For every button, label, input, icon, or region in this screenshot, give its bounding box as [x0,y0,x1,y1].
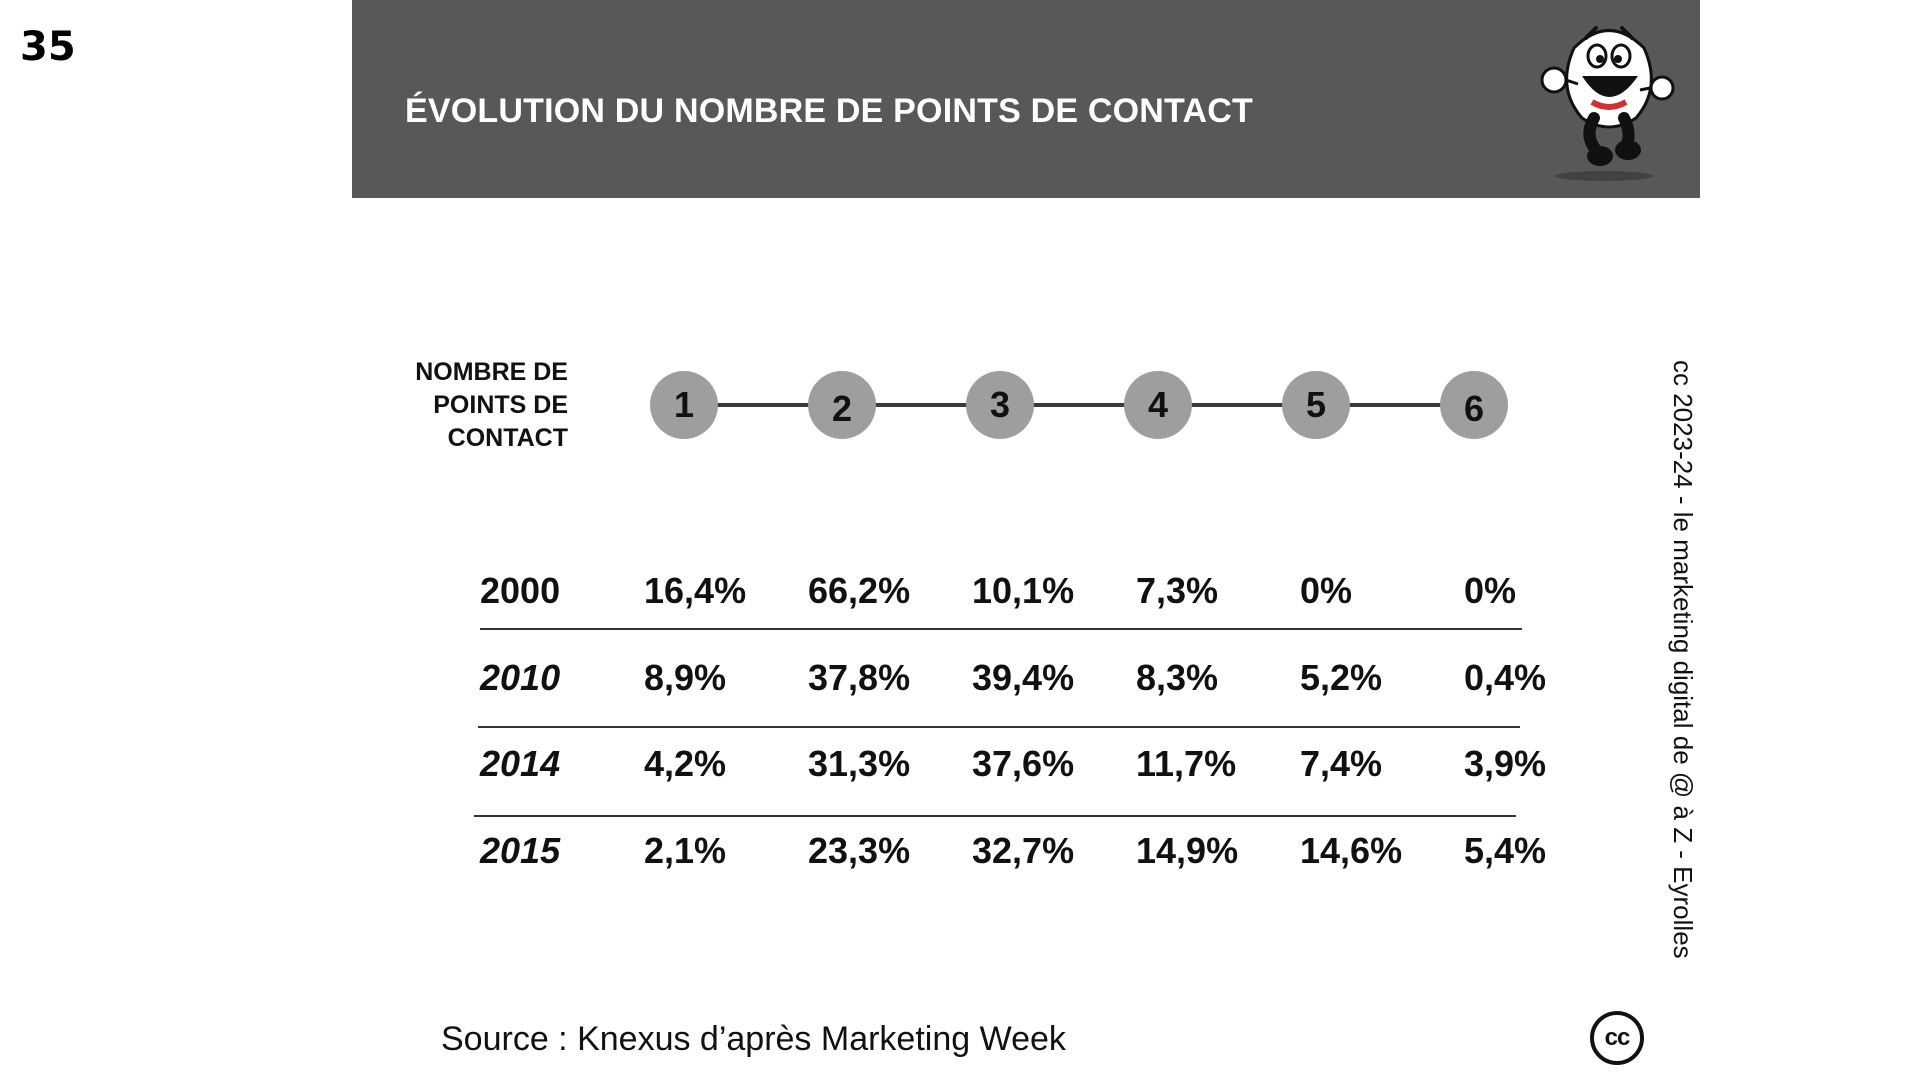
table-cell: 0% [1464,570,1517,611]
table-cell: 37,6% [972,743,1075,784]
table-cell: 16,4% [644,570,747,611]
table-cell: 8,3% [1136,657,1219,698]
table-cell: 11,7% [1136,743,1237,784]
table-cell: 7,3% [1136,570,1219,611]
table-cell: 23,3% [808,830,911,871]
table-cell: 7,4% [1300,743,1383,784]
axis-label-line-3: CONTACT [447,424,568,452]
table-cell: 5,4% [1464,830,1547,871]
slide-title: ÉVOLUTION DU NOMBRE DE POINTS DE CONTACT [405,92,1253,130]
table-cell: 14,6% [1300,830,1403,871]
row-divider [480,628,1522,630]
contact-point-label-1: 1 [673,384,695,425]
table-cell: 5,2% [1300,657,1383,698]
contact-point-label-6: 6 [1463,388,1485,429]
table-cell: 32,7% [972,830,1075,871]
table-cell: 4,2% [644,743,727,784]
row-divider [478,726,1520,728]
creative-commons-icon: cc [1590,1011,1644,1065]
contact-point-label-4: 4 [1147,384,1169,425]
table-cell: 10,1% [972,570,1075,611]
table-cell: 14,9% [1136,830,1239,871]
contact-point-circle-6 [1440,371,1508,439]
row-year-2014: 2014 [480,743,561,784]
contact-point-circle-5 [1282,371,1350,439]
table-cell: 31,3% [808,743,911,784]
axis-label-line-2: POINTS DE [433,391,568,419]
contact-point-circle-4 [1124,371,1192,439]
table-cell: 37,8% [808,657,911,698]
running-cartoon-character-icon [1540,26,1675,181]
table-cell: 8,9% [644,657,727,698]
contact-point-circle-2 [808,371,876,439]
table-cell: 39,4% [972,657,1075,698]
contact-point-label-2: 2 [831,388,853,429]
row-year-2000: 2000 [480,570,561,611]
contact-points-axis-label: NOMBRE DE POINTS DE CONTACT [360,356,568,455]
slide-header: ÉVOLUTION DU NOMBRE DE POINTS DE CONTACT [352,0,1700,198]
page-number: 35 [20,24,76,70]
contact-point-label-5: 5 [1305,384,1327,425]
axis-label-line-1: NOMBRE DE [415,358,568,386]
table-cell: 0% [1300,570,1353,611]
row-year-2010: 2010 [480,657,561,698]
source-citation: Source : Knexus d’après Marketing Week [441,1020,1066,1058]
table-cell: 3,9% [1464,743,1547,784]
contact-point-label-3: 3 [989,384,1011,425]
table-cell: 66,2% [808,570,911,611]
copyright-credit: cc 2023-24 - le marketing digital de @ à… [1668,360,1698,959]
contact-point-circle-1 [650,371,718,439]
contact-point-circle-3 [966,371,1034,439]
row-divider [474,815,1516,817]
table-cell: 0,4% [1464,657,1547,698]
table-cell: 2,1% [644,830,727,871]
row-year-2015: 2015 [480,830,561,871]
